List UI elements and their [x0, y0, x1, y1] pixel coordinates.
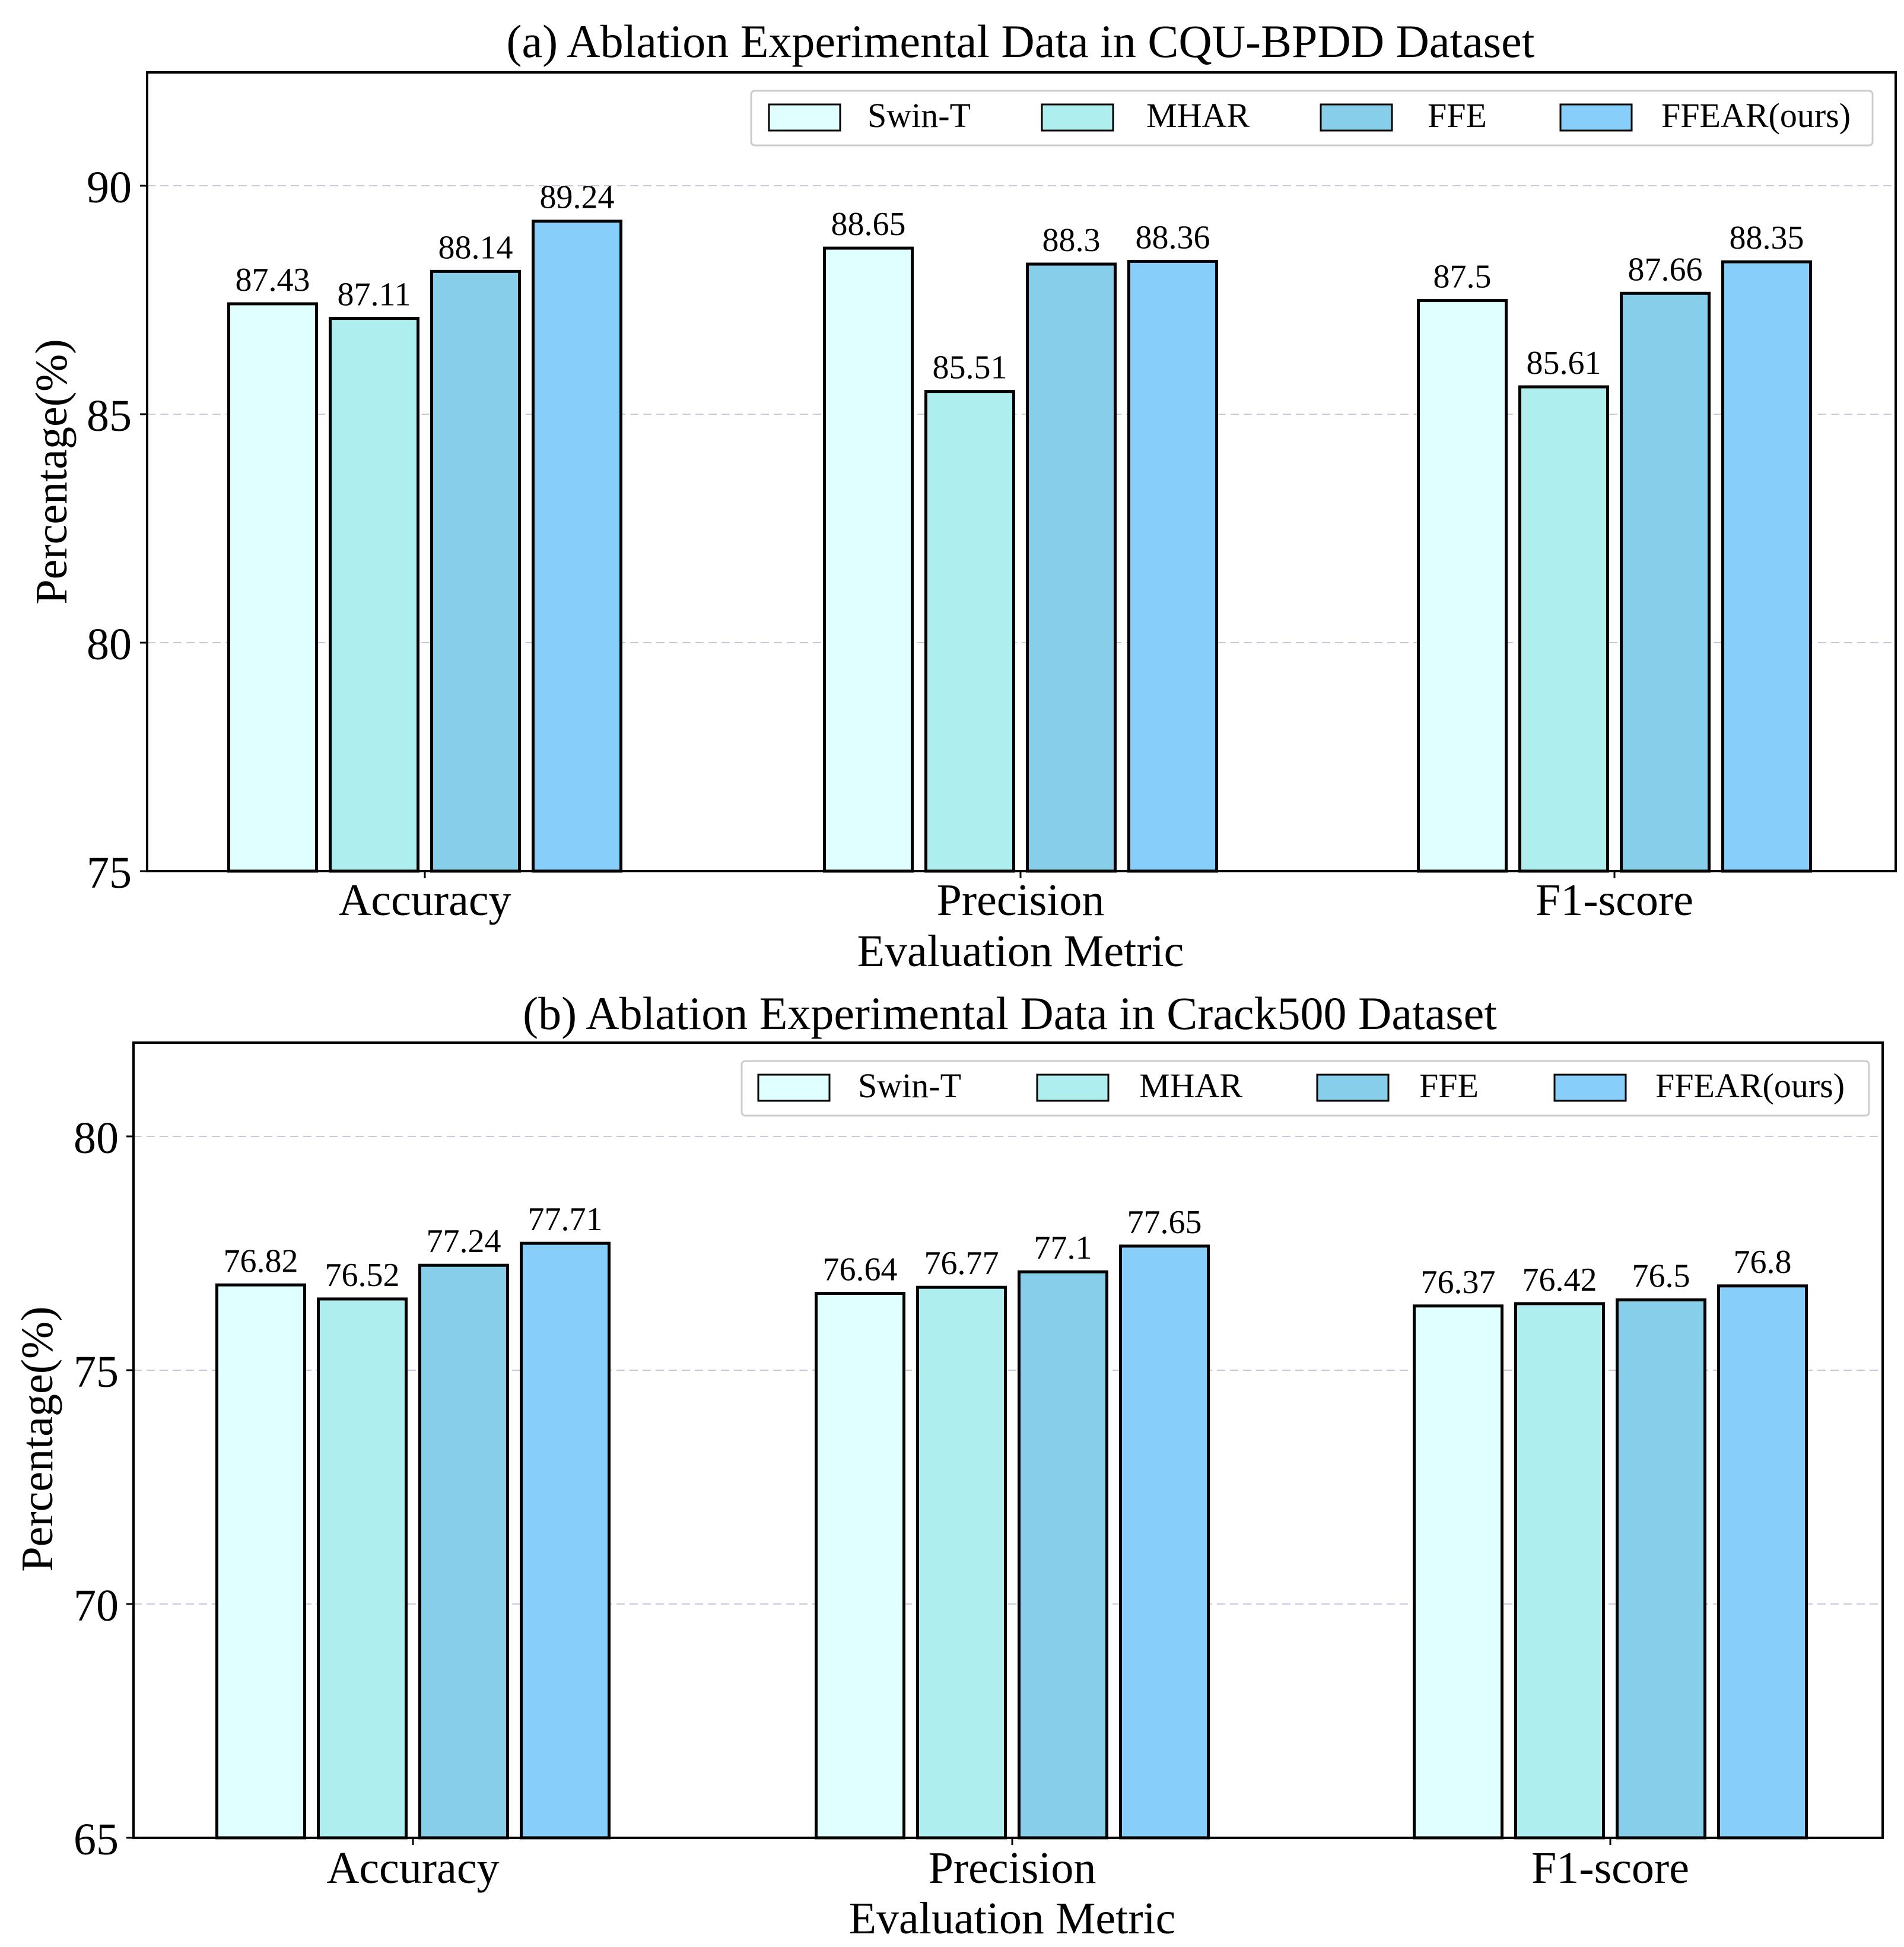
bar-b-2-1 [1514, 1302, 1605, 1840]
bar-a-0-0 [227, 302, 318, 873]
bar-a-0-2 [430, 269, 521, 873]
bar-b-1-0 [815, 1291, 905, 1840]
plot-frame-b [132, 1041, 1884, 1839]
chart-panel-b: (b) Ablation Experimental Data in Crack5… [12, 987, 1884, 1943]
data-labels-b: 76.82 76.52 77.24 77.71 76.64 76.77 77.1 77.65 7… [224, 1201, 1792, 1301]
bar-value-label-b-2-0: 76.37 [1421, 1264, 1496, 1301]
y-tick-label-b-3: 80 [74, 1113, 119, 1163]
bar-b-0-3 [520, 1241, 611, 1840]
bar-value-label-a-1-2: 88.3 [1042, 222, 1101, 259]
bar-value-label-a-0-1: 87.11 [338, 277, 411, 313]
legend-label-a-1: MHAR [1146, 96, 1250, 135]
chart-title-b: (b) Ablation Experimental Data in Crack5… [523, 987, 1497, 1039]
bar-value-label-a-0-0: 87.43 [236, 262, 310, 298]
x-tick-label-b-1: Precision [929, 1843, 1096, 1893]
bar-a-1-3 [1127, 259, 1218, 873]
bar-value-label-a-2-1: 85.61 [1527, 345, 1601, 382]
bar-value-label-a-0-3: 89.24 [540, 179, 615, 216]
bar-value-label-a-1-1: 85.51 [933, 350, 1007, 386]
bar-a-0-1 [329, 317, 419, 873]
y-tick-label-b-2: 75 [74, 1347, 119, 1397]
bar-a-2-0 [1417, 299, 1508, 873]
bars-b [215, 1241, 1808, 1840]
bar-b-1-2 [1018, 1270, 1108, 1840]
bar-b-0-0 [215, 1283, 306, 1840]
legend-label-b-1: MHAR [1139, 1066, 1242, 1105]
bar-value-label-a-1-0: 88.65 [831, 206, 906, 243]
bars-a [227, 220, 1812, 873]
x-tick-label-a-2: F1-score [1536, 875, 1693, 925]
legend-b: Swin-T MHAR FFE FFEAR(ours) [740, 1060, 1870, 1117]
y-axis-label-a: Percentage(%) [27, 339, 77, 604]
x-ticks-a: Accuracy Precision F1-score [338, 871, 1693, 925]
y-axis-label-b: Percentage(%) [12, 1306, 62, 1571]
y-tick-label-a-2: 85 [87, 391, 132, 441]
legend-swatch-a-0 [768, 103, 841, 132]
bar-value-label-b-2-3: 76.8 [1734, 1244, 1792, 1281]
bar-value-label-a-2-0: 87.5 [1433, 259, 1492, 296]
legend-label-b-3: FFEAR(ours) [1655, 1066, 1845, 1105]
bar-b-1-3 [1119, 1244, 1210, 1840]
y-tick-label-b-0: 65 [74, 1815, 119, 1865]
bar-b-2-2 [1616, 1298, 1706, 1840]
y-tick-label-a-3: 90 [87, 163, 132, 212]
bar-value-label-b-0-1: 76.52 [325, 1257, 400, 1294]
bar-b-0-2 [418, 1263, 509, 1840]
bar-a-2-2 [1620, 291, 1711, 873]
bar-a-2-1 [1518, 385, 1609, 873]
legend-swatch-b-1 [1036, 1073, 1110, 1102]
legend-label-a-2: FFE [1428, 96, 1487, 135]
x-tick-label-b-2: F1-score [1531, 1843, 1689, 1893]
bar-a-1-0 [823, 246, 914, 873]
chart-panel-a: (a) Ablation Experimental Data in CQU-BP… [27, 15, 1897, 976]
bar-value-label-b-1-2: 77.1 [1034, 1230, 1092, 1266]
bar-b-2-0 [1413, 1304, 1504, 1840]
y-ticks-a: 75 80 85 90 [87, 163, 147, 898]
legend-label-a-3: FFEAR(ours) [1661, 96, 1851, 135]
legend-a: Swin-T MHAR FFE FFEAR(ours) [750, 90, 1874, 147]
bar-value-label-b-1-3: 77.65 [1127, 1204, 1202, 1241]
bar-value-label-b-1-1: 76.77 [924, 1245, 999, 1282]
bar-value-label-b-0-0: 76.82 [224, 1243, 298, 1279]
bar-value-label-b-1-0: 76.64 [823, 1251, 898, 1288]
x-axis-label-a: Evaluation Metric [857, 926, 1184, 976]
data-labels-a: 87.43 87.11 88.14 89.24 88.65 85.51 88.3 88.36 8… [236, 179, 1804, 386]
chart-title-a: (a) Ablation Experimental Data in CQU-BP… [507, 15, 1535, 67]
bar-value-label-a-2-3: 88.35 [1730, 220, 1804, 256]
bar-value-label-a-1-3: 88.36 [1136, 219, 1210, 256]
legend-swatch-a-2 [1320, 103, 1393, 132]
bar-value-label-b-0-3: 77.71 [528, 1201, 603, 1238]
legend-swatch-b-2 [1316, 1073, 1390, 1102]
legend-swatch-a-1 [1041, 103, 1114, 132]
bar-value-label-b-2-2: 76.5 [1632, 1258, 1690, 1295]
bar-value-label-b-2-1: 76.42 [1522, 1262, 1597, 1298]
bar-a-1-2 [1026, 262, 1117, 873]
bar-b-2-3 [1717, 1284, 1808, 1840]
x-tick-label-a-0: Accuracy [338, 875, 511, 925]
legend-swatch-b-0 [757, 1073, 831, 1102]
bar-a-1-1 [924, 390, 1015, 873]
bar-a-0-3 [532, 220, 622, 873]
x-tick-label-a-1: Precision [937, 875, 1105, 925]
x-axis-label-b: Evaluation Metric [849, 1894, 1176, 1943]
legend-swatch-a-3 [1559, 103, 1633, 132]
legend-label-b-0: Swin-T [858, 1066, 961, 1105]
legend-swatch-b-3 [1553, 1073, 1627, 1102]
y-tick-label-a-1: 80 [87, 620, 132, 669]
bar-b-0-1 [317, 1297, 408, 1840]
x-tick-label-b-0: Accuracy [326, 1843, 499, 1893]
legend-label-b-2: FFE [1419, 1066, 1479, 1105]
y-tick-label-a-0: 75 [87, 848, 132, 898]
bar-b-1-1 [916, 1285, 1007, 1840]
bar-value-label-a-2-2: 87.66 [1628, 251, 1703, 288]
bar-a-2-3 [1721, 260, 1812, 873]
bar-value-label-a-0-2: 88.14 [438, 229, 513, 266]
legend-label-a-0: Swin-T [867, 96, 971, 135]
bar-value-label-b-0-2: 77.24 [427, 1223, 501, 1260]
y-ticks-b: 65 70 75 80 [74, 1113, 133, 1865]
x-ticks-b: Accuracy Precision F1-score [326, 1838, 1689, 1893]
y-tick-label-b-1: 70 [74, 1581, 119, 1631]
